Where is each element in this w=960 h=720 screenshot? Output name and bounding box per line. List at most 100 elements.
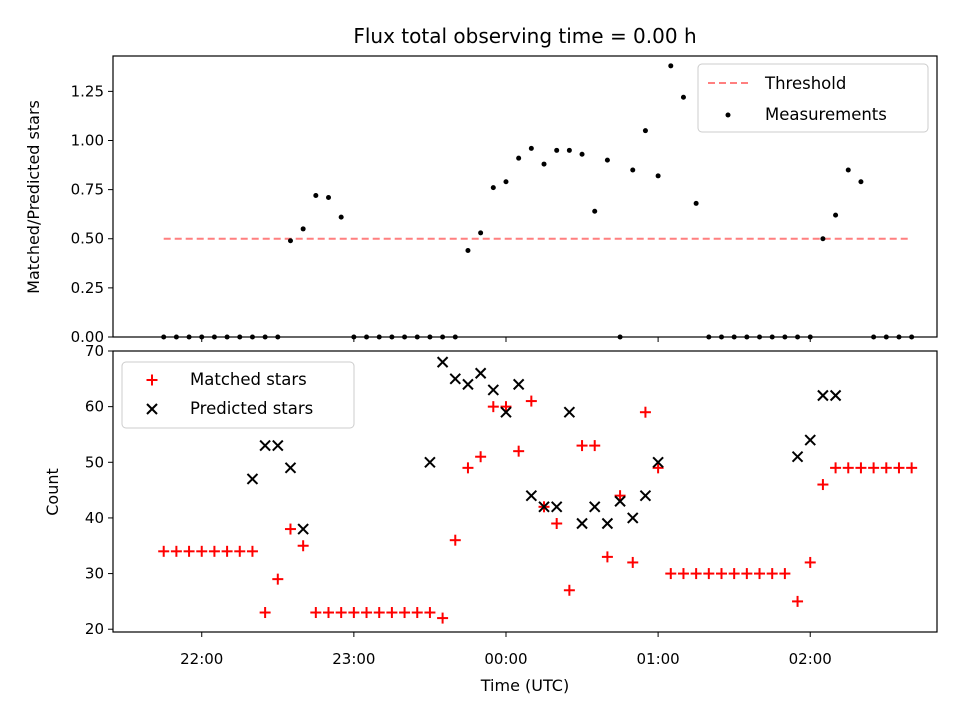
- legend-threshold-label: Threshold: [764, 74, 846, 93]
- legend-predicted-marker: [146, 403, 158, 415]
- top-y-tick-label: 0.50: [71, 230, 104, 248]
- measurement-point: [909, 334, 915, 340]
- x-b: [474, 367, 487, 379]
- measurement-point: [465, 248, 471, 254]
- matched-point: [373, 607, 385, 619]
- legend-measurements-label: Measurements: [765, 105, 887, 124]
- measurement-point: [490, 185, 496, 191]
- x-b: [589, 501, 601, 513]
- legend-matched-label: Matched stars: [190, 370, 307, 389]
- measurement-point: [300, 226, 306, 232]
- measurement-point: [706, 334, 712, 340]
- x-b: [436, 356, 449, 368]
- matched-point: [310, 607, 322, 619]
- measurement-point: [604, 157, 610, 163]
- matched-point: [728, 568, 740, 580]
- x-b: [462, 378, 474, 391]
- matched-point: [614, 490, 626, 502]
- measurement-point: [668, 63, 674, 69]
- matched-point: [449, 534, 461, 546]
- legend-matched-swatch: [146, 374, 158, 386]
- x-b: [146, 403, 158, 415]
- legend-measurements-swatch: [725, 112, 731, 118]
- matched-point: [830, 462, 842, 474]
- predicted-point: [449, 373, 461, 385]
- x-b: [791, 451, 804, 463]
- bottom-x-tick-label: 23:00: [332, 650, 375, 668]
- predicted-point: [512, 378, 525, 391]
- measurement-point: [693, 200, 699, 206]
- top-y-tick-label: 0.75: [71, 181, 104, 199]
- measurement-point: [211, 334, 217, 340]
- measurement-point: [757, 334, 763, 340]
- x-b: [246, 473, 259, 485]
- matched-point: [779, 568, 791, 580]
- measurement-point: [351, 334, 357, 340]
- x-b: [817, 389, 829, 402]
- predicted-point: [538, 501, 550, 513]
- matched-point: [563, 584, 575, 596]
- matched-point: [272, 573, 284, 585]
- bottom-x-tick-label: 01:00: [636, 650, 679, 668]
- measurement-point: [249, 334, 255, 340]
- matched-point: [601, 551, 613, 563]
- x-b: [284, 462, 297, 474]
- measurement-point: [186, 334, 192, 340]
- matched-point: [766, 568, 778, 580]
- measurement-point: [731, 334, 737, 340]
- predicted-point: [804, 434, 816, 446]
- matched-point: [589, 440, 601, 452]
- x-axis-label: Time (UTC): [480, 676, 569, 695]
- matched-point: [792, 595, 804, 607]
- predicted-point: [576, 517, 588, 530]
- predicted-point: [284, 462, 297, 474]
- predicted-point: [639, 489, 652, 502]
- predicted-point: [601, 517, 614, 530]
- matched-point: [741, 568, 753, 580]
- x-b: [804, 434, 816, 446]
- measurement-point: [845, 167, 851, 173]
- bottom-y-tick-label: 40: [85, 509, 104, 527]
- measurement-point: [630, 167, 636, 173]
- x-b: [627, 512, 639, 524]
- matched-point: [817, 479, 829, 491]
- measurement-point: [173, 334, 179, 340]
- matched-point: [170, 545, 182, 557]
- predicted-point: [791, 451, 804, 463]
- x-b: [449, 373, 461, 385]
- matched-point: [551, 517, 563, 529]
- matched-point: [348, 607, 360, 619]
- legend-predicted-label: Predicted stars: [190, 399, 313, 418]
- x-b: [424, 456, 436, 468]
- matched-point: [893, 462, 905, 474]
- bottom-marks: [158, 356, 918, 624]
- matched-point: [297, 540, 309, 552]
- matched-point: [576, 440, 588, 452]
- matched-point: [652, 462, 664, 474]
- measurement-point: [680, 94, 686, 100]
- chart-title: Flux total observing time = 0.00 h: [353, 24, 696, 48]
- measurement-point: [516, 155, 522, 161]
- bottom-plot-frame: [112, 350, 938, 633]
- predicted-point: [272, 439, 284, 452]
- x-b: [538, 501, 550, 513]
- top-y-axis-label: Matched/Predicted stars: [24, 100, 43, 294]
- measurement-point: [503, 179, 509, 185]
- measurement-point: [452, 334, 458, 340]
- x-b: [259, 439, 271, 452]
- matched-point: [525, 395, 537, 407]
- measurement-point: [224, 334, 230, 340]
- matched-point: [906, 462, 918, 474]
- top-marks: [161, 63, 915, 340]
- matched-point: [855, 462, 867, 474]
- measurement-point: [414, 334, 420, 340]
- matched-point: [665, 568, 677, 580]
- measurement-point: [541, 161, 547, 167]
- matched-point: [158, 545, 170, 557]
- matched-point: [424, 607, 436, 619]
- measurement-point: [566, 147, 572, 153]
- matched-point: [323, 607, 335, 619]
- bottom-y-ticks: 20 30 40 50 60 70: [85, 342, 113, 638]
- bottom-y-tick-label: 70: [85, 342, 104, 360]
